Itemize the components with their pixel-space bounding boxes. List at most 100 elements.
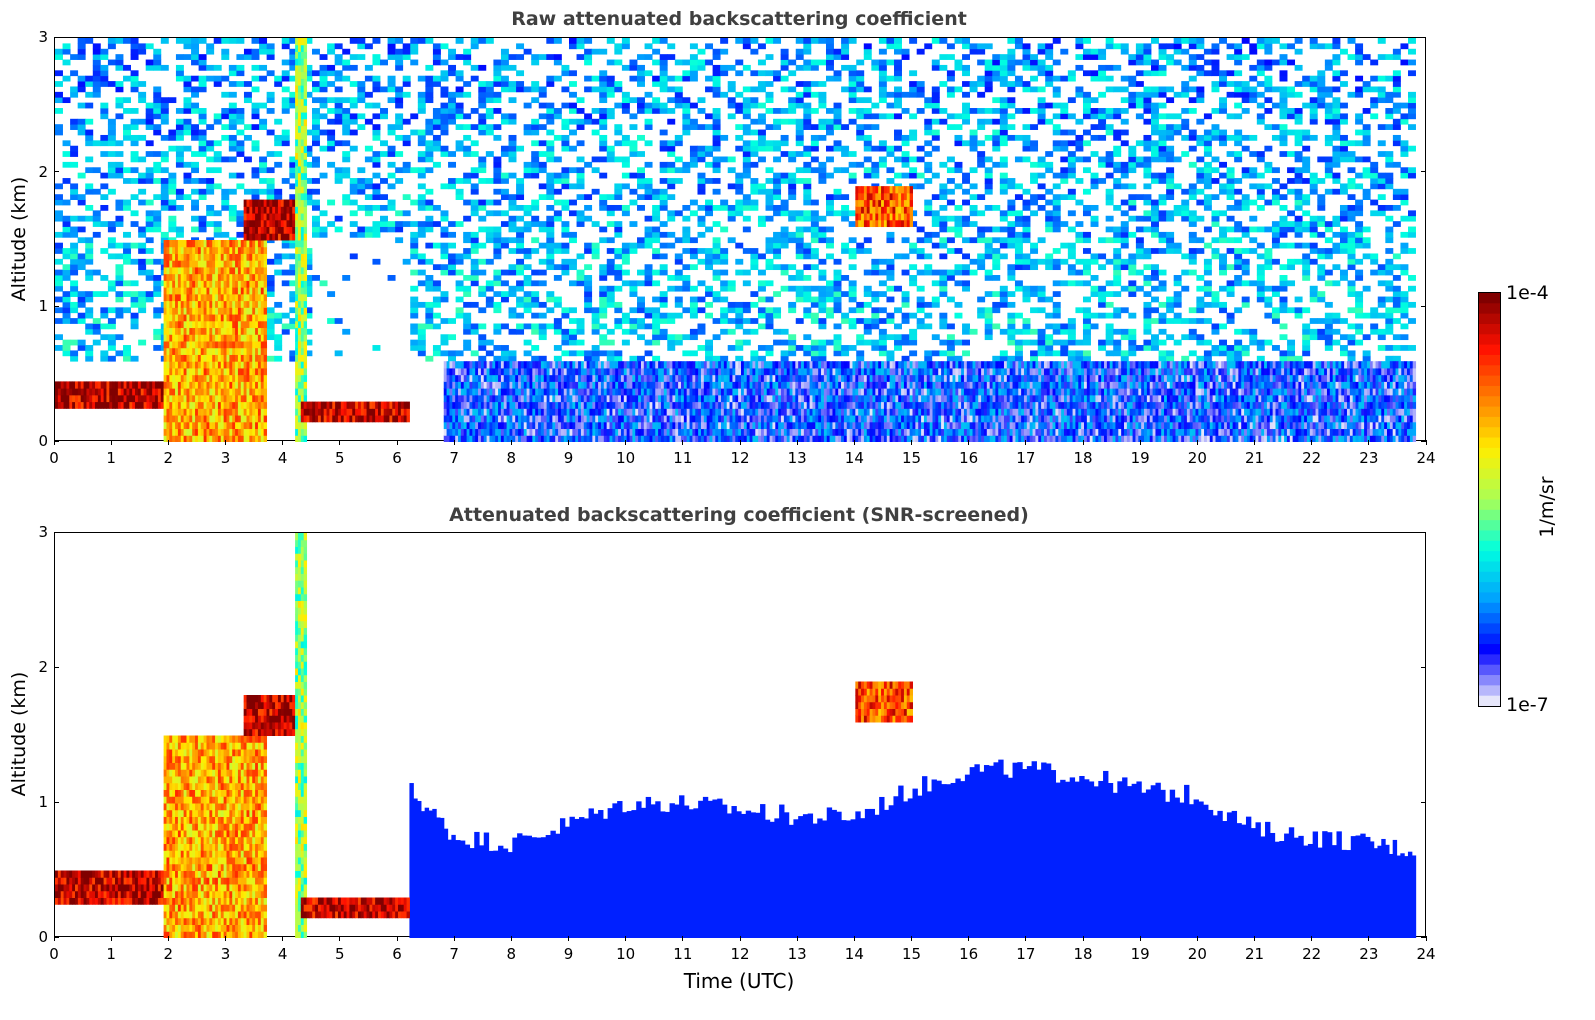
noise-pixel xyxy=(1287,307,1296,314)
noise-pixel xyxy=(107,355,116,362)
noise-pixel xyxy=(1271,102,1280,109)
noise-pixel xyxy=(62,221,71,227)
noise-pixel xyxy=(1166,194,1175,200)
noise-pixel xyxy=(440,339,449,346)
noise-pixel xyxy=(1158,355,1167,362)
noise-pixel xyxy=(939,339,948,346)
noise-pixel xyxy=(546,54,555,60)
noise-pixel xyxy=(561,64,570,71)
noise-pixel xyxy=(130,134,139,141)
noise-pixel xyxy=(644,91,653,98)
noise-pixel xyxy=(1256,280,1265,287)
noise-pixel xyxy=(788,151,797,157)
noise-pixel xyxy=(1234,151,1243,157)
noise-pixel xyxy=(1158,199,1167,206)
noise-pixel xyxy=(410,253,419,260)
noise-pixel xyxy=(1143,275,1152,281)
noise-pixel xyxy=(236,108,245,114)
noise-pixel xyxy=(221,113,230,120)
noise-pixel xyxy=(878,161,887,168)
noise-pixel xyxy=(848,345,857,351)
noise-pixel xyxy=(584,355,593,362)
noise-pixel xyxy=(735,102,744,109)
noise-pixel xyxy=(168,188,177,195)
noise-pixel xyxy=(221,124,230,130)
noise-pixel xyxy=(1226,194,1235,200)
noise-pixel xyxy=(493,323,502,330)
noise-pixel xyxy=(304,91,313,98)
noise-pixel xyxy=(757,307,766,314)
noise-pixel xyxy=(1279,355,1288,362)
noise-pixel xyxy=(629,221,638,227)
noise-pixel xyxy=(727,318,736,324)
noise-pixel xyxy=(689,253,698,260)
boundary-layer-cell xyxy=(458,367,462,376)
noise-pixel xyxy=(1151,248,1159,254)
noise-pixel xyxy=(1188,194,1197,200)
noise-pixel xyxy=(168,97,177,104)
noise-pixel xyxy=(1385,108,1394,114)
noise-pixel xyxy=(909,167,918,174)
noise-pixel xyxy=(145,172,154,179)
noise-pixel xyxy=(1339,242,1348,249)
noise-pixel xyxy=(138,242,147,249)
noise-pixel xyxy=(1113,134,1122,141)
noise-pixel xyxy=(962,237,971,244)
noise-pixel xyxy=(1173,91,1182,98)
noise-pixel xyxy=(107,38,116,44)
noise-pixel xyxy=(478,258,487,265)
noise-pixel xyxy=(1211,48,1220,55)
boundary-layer-cell xyxy=(466,388,470,396)
noise-pixel xyxy=(629,307,638,314)
noise-pixel xyxy=(1226,172,1235,179)
noise-pixel xyxy=(750,291,759,297)
noise-pixel xyxy=(1219,97,1227,104)
noise-pixel xyxy=(1294,48,1303,55)
noise-pixel xyxy=(599,307,608,314)
noise-pixel xyxy=(1219,161,1227,168)
boundary-layer-cell xyxy=(466,361,470,369)
noise-pixel xyxy=(364,102,373,109)
noise-pixel xyxy=(568,318,577,324)
noise-pixel xyxy=(1045,151,1054,157)
noise-pixel xyxy=(1377,86,1386,93)
noise-pixel xyxy=(652,237,661,244)
noise-pixel xyxy=(576,280,585,287)
noise-pixel xyxy=(810,145,819,152)
noise-pixel xyxy=(863,269,872,276)
noise-pixel xyxy=(720,204,729,211)
noise-pixel xyxy=(493,301,502,308)
noise-pixel xyxy=(1309,113,1318,120)
noise-pixel xyxy=(810,226,819,233)
noise-pixel xyxy=(561,264,570,271)
noise-pixel xyxy=(77,237,86,244)
noise-pixel xyxy=(1075,221,1084,227)
noise-pixel xyxy=(1241,280,1250,287)
noise-pixel xyxy=(1120,231,1129,238)
noise-pixel xyxy=(977,307,986,314)
noise-pixel xyxy=(145,118,154,125)
noise-pixel xyxy=(1037,183,1046,190)
noise-pixel xyxy=(198,118,207,125)
noise-pixel xyxy=(478,113,487,120)
noise-pixel xyxy=(1158,210,1167,217)
noise-pixel xyxy=(304,350,313,357)
noise-pixel xyxy=(1385,345,1394,351)
boundary-layer-cell xyxy=(472,388,476,396)
noise-pixel xyxy=(946,156,955,163)
noise-pixel xyxy=(1030,145,1039,152)
noise-pixel xyxy=(999,161,1008,168)
noise-pixel xyxy=(266,318,275,324)
boundary-layer-cell xyxy=(449,428,453,436)
noise-pixel xyxy=(538,323,547,330)
noise-pixel xyxy=(311,129,320,136)
noise-pixel xyxy=(221,108,230,114)
noise-pixel xyxy=(304,178,313,184)
noise-pixel xyxy=(833,334,842,341)
noise-pixel xyxy=(1377,183,1386,190)
noise-pixel xyxy=(1128,334,1137,341)
noise-pixel xyxy=(750,318,759,324)
noise-pixel xyxy=(123,38,131,44)
noise-pixel xyxy=(1188,129,1197,136)
noise-pixel xyxy=(55,269,63,276)
